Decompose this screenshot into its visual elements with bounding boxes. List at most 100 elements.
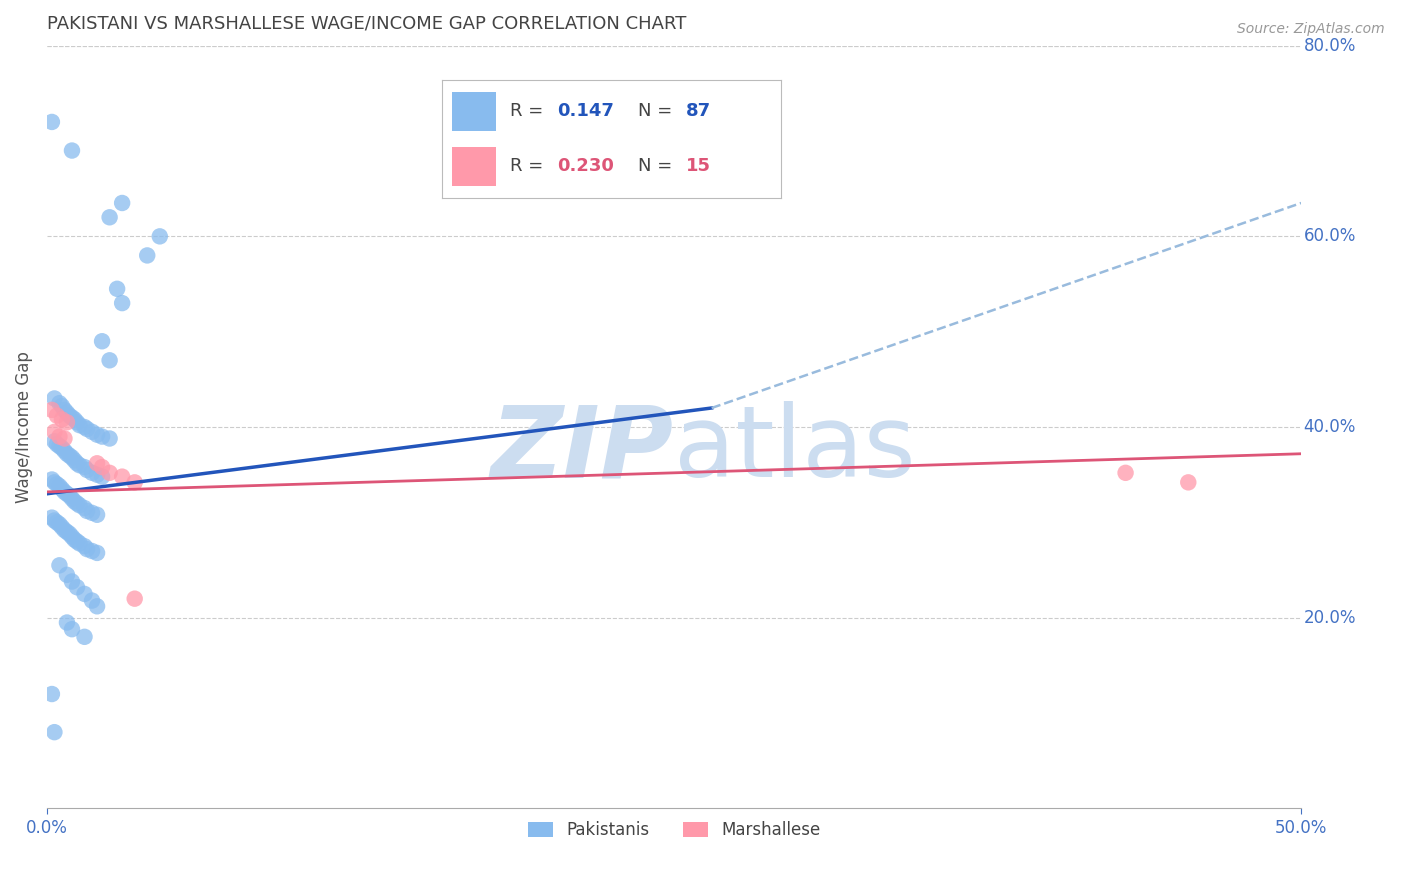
Point xyxy=(111,469,134,483)
Point xyxy=(91,469,114,483)
Point xyxy=(63,412,86,426)
Point xyxy=(51,520,73,534)
Point xyxy=(111,296,134,310)
Point xyxy=(136,248,159,262)
Point xyxy=(60,530,83,544)
Point xyxy=(66,456,89,470)
Point xyxy=(60,574,83,589)
Point xyxy=(1115,466,1137,480)
Point xyxy=(53,484,76,499)
Text: ZIP: ZIP xyxy=(491,401,673,499)
Point xyxy=(41,687,63,701)
Point xyxy=(86,467,108,482)
Text: atlas: atlas xyxy=(673,401,915,499)
Point xyxy=(86,599,108,614)
Point xyxy=(48,479,70,493)
Point xyxy=(66,415,89,429)
Point xyxy=(45,437,67,451)
Point xyxy=(73,460,96,475)
Text: 40.0%: 40.0% xyxy=(1303,418,1355,436)
Point xyxy=(60,450,83,465)
Point xyxy=(41,403,63,417)
Point xyxy=(41,115,63,129)
Point xyxy=(41,510,63,524)
Point xyxy=(76,504,98,518)
Point xyxy=(44,725,66,739)
Point xyxy=(124,475,146,490)
Point xyxy=(105,282,128,296)
Point xyxy=(58,526,80,541)
Text: PAKISTANI VS MARSHALLESE WAGE/INCOME GAP CORRELATION CHART: PAKISTANI VS MARSHALLESE WAGE/INCOME GAP… xyxy=(46,15,686,33)
Point xyxy=(56,524,79,539)
Point xyxy=(53,523,76,537)
Point xyxy=(86,427,108,442)
Point xyxy=(63,494,86,508)
Point xyxy=(58,489,80,503)
Point xyxy=(45,516,67,530)
Text: 80.0%: 80.0% xyxy=(1303,37,1355,54)
Y-axis label: Wage/Income Gap: Wage/Income Gap xyxy=(15,351,32,503)
Point xyxy=(73,630,96,644)
Point xyxy=(45,409,67,423)
Point xyxy=(69,536,91,550)
Point xyxy=(58,449,80,463)
Point xyxy=(44,425,66,439)
Point xyxy=(56,567,79,582)
Point xyxy=(56,447,79,461)
Point xyxy=(56,415,79,429)
Point xyxy=(51,399,73,413)
Point xyxy=(60,410,83,425)
Point xyxy=(98,211,121,225)
Legend: Pakistanis, Marshallese: Pakistanis, Marshallese xyxy=(522,814,827,846)
Point xyxy=(91,460,114,475)
Point xyxy=(44,475,66,490)
Point xyxy=(111,196,134,211)
Point xyxy=(51,482,73,496)
Point xyxy=(56,487,79,501)
Point xyxy=(48,517,70,532)
Point xyxy=(51,412,73,426)
Point xyxy=(149,229,172,244)
Point xyxy=(53,443,76,458)
Point xyxy=(76,463,98,477)
Point xyxy=(73,420,96,434)
Point xyxy=(1177,475,1199,490)
Point xyxy=(44,434,66,449)
Point xyxy=(48,396,70,410)
Point xyxy=(91,334,114,349)
Point xyxy=(80,593,103,607)
Point xyxy=(60,622,83,636)
Point xyxy=(76,542,98,557)
Point xyxy=(69,498,91,512)
Point xyxy=(66,580,89,594)
Point xyxy=(56,406,79,420)
Point xyxy=(66,534,89,549)
Point xyxy=(63,533,86,547)
Point xyxy=(69,418,91,433)
Point xyxy=(58,409,80,423)
Text: 20.0%: 20.0% xyxy=(1303,608,1357,627)
Point xyxy=(44,392,66,406)
Point xyxy=(80,466,103,480)
Point xyxy=(124,591,146,606)
Point xyxy=(69,458,91,473)
Point xyxy=(98,353,121,368)
Point xyxy=(80,425,103,439)
Point xyxy=(80,506,103,520)
Point xyxy=(73,587,96,601)
Text: 60.0%: 60.0% xyxy=(1303,227,1355,245)
Point xyxy=(48,429,70,443)
Point xyxy=(45,477,67,491)
Point xyxy=(48,558,70,573)
Point xyxy=(80,544,103,558)
Point xyxy=(63,453,86,467)
Point xyxy=(98,466,121,480)
Point xyxy=(66,496,89,510)
Point xyxy=(76,422,98,436)
Point xyxy=(86,456,108,470)
Point xyxy=(73,501,96,516)
Point xyxy=(86,508,108,522)
Point xyxy=(41,473,63,487)
Point xyxy=(73,539,96,553)
Point xyxy=(51,441,73,455)
